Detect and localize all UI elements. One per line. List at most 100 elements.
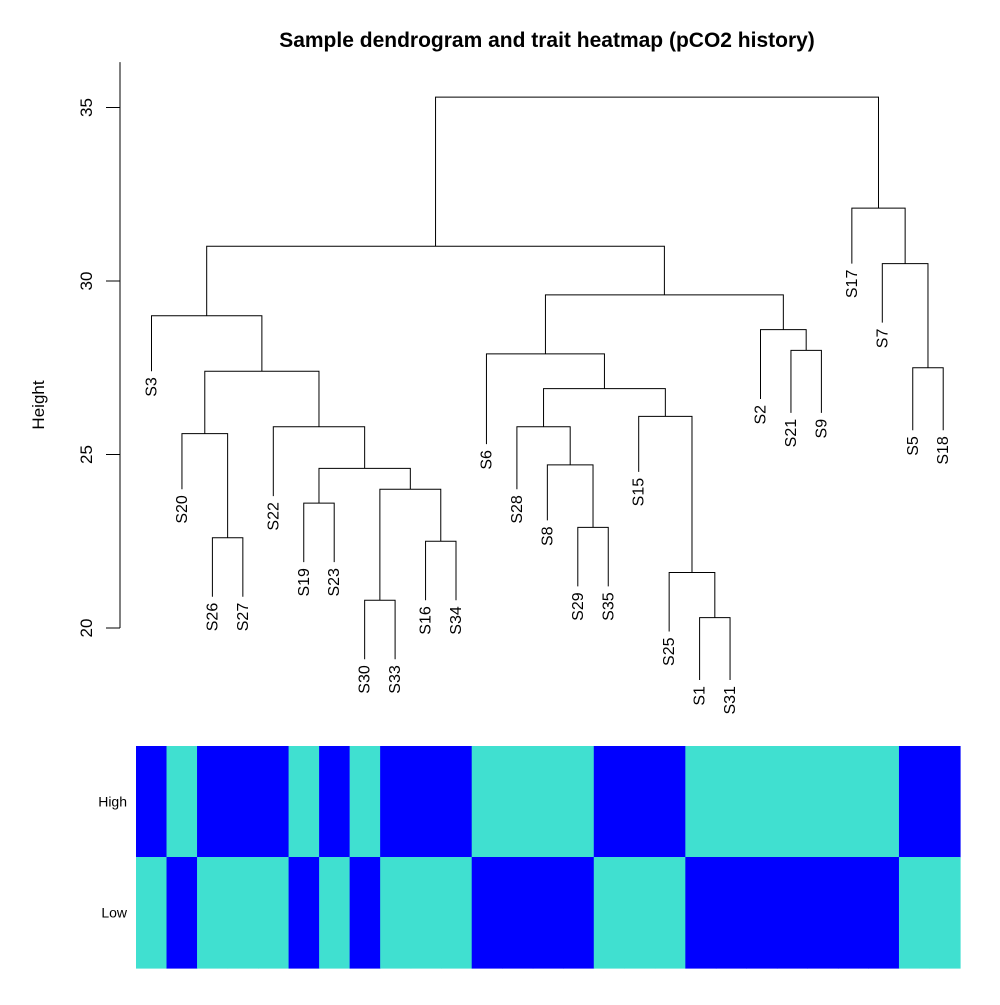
leaf-label-S28: S28 [509,495,526,524]
leaf-label-S9: S9 [813,419,830,439]
leaf-label-S33: S33 [387,665,404,694]
heatmap-cell-high-S1 [685,746,717,858]
leaf-label-S16: S16 [418,606,435,635]
heatmap-cell-high-S30 [349,746,381,858]
leaf-label-S22: S22 [265,502,282,531]
leaf-label-S19: S19 [296,568,313,597]
heatmap-cell-high-S9 [807,746,839,858]
leaf-label-S30: S30 [357,665,374,694]
y-tick-label: 35 [77,98,96,117]
leaf-label-S35: S35 [600,592,617,621]
leaf-label-S31: S31 [722,686,739,715]
heatmap-cell-low-S20 [166,857,198,969]
leaf-label-S34: S34 [448,606,465,635]
dendrogram-branch-5 [425,540,457,601]
heatmap-cell-low-S30 [349,857,381,969]
dendrogram-branch-17 [543,388,666,427]
dendrogram-branch-13 [516,426,571,490]
leaf-label-S18: S18 [935,436,952,465]
heatmap-cell-low-S18 [929,857,961,969]
heatmap-cell-low-S23 [319,857,351,969]
heatmap-cell-high-S23 [319,746,351,858]
leaf-label-S26: S26 [204,603,221,632]
heatmap-cell-high-S18 [929,746,961,858]
leaf-label-S5: S5 [905,436,922,456]
y-tick-label: 25 [77,445,96,464]
dendrogram [151,96,944,681]
heatmap-cell-high-S26 [197,746,229,858]
heatmap-cell-low-S17 [837,857,870,969]
dendrogram-branch-18 [485,353,605,445]
y-tick-label: 30 [77,272,96,291]
heatmap-cell-low-S8 [532,857,564,969]
leaf-label-S15: S15 [631,478,648,507]
dendrogram-branch-12 [546,464,594,528]
leaf-label-S8: S8 [539,526,556,546]
heatmap-cell-high-S29 [563,746,595,858]
dendrogram-branch-1 [211,537,244,597]
leaf-label-S17: S17 [844,270,861,299]
dendrogram-branch-7 [318,467,411,504]
y-axis-label: Height [29,380,48,429]
heatmap-cell-high-S33 [380,746,412,858]
dendrogram-branch-22 [206,245,665,316]
dendrogram-branch-14 [699,617,731,681]
leaf-label-S20: S20 [174,495,191,524]
y-tick-label: 20 [77,619,96,638]
heatmap-cell-low-S26 [197,857,229,969]
heatmap-cell-low-S31 [715,857,747,969]
heatmap-cell-low-S25 [654,857,686,969]
dendrogram-branch-9 [204,370,320,434]
chart-title: Sample dendrogram and trait heatmap (pCO… [279,29,815,52]
dendrogram-branch-6 [379,488,442,601]
leaf-label-S29: S29 [570,592,587,621]
dendrogram-branch-3 [303,502,335,563]
heatmap-cell-low-S9 [807,857,839,969]
heatmap-cell-high-S35 [593,746,625,858]
heatmap-cell-low-S29 [563,857,595,969]
heatmap-cell-high-S25 [654,746,686,858]
heatmap-cell-high-S27 [227,746,259,858]
heatmap-cell-low-S1 [685,857,717,969]
leaf-label-S6: S6 [478,450,495,470]
heatmap-cell-low-S33 [380,857,412,969]
leaf-label-S1: S1 [692,686,709,706]
heatmap-cell-high-S15 [624,746,656,858]
heatmap-cell-high-S20 [166,746,198,858]
leaf-labels: S3 S20 S26 S27 S22 S19 S23 S30 S33 S16 S34 S6 S28 S8 S… [144,270,953,715]
heatmap-cell-low-S16 [410,857,442,969]
heatmap-cell-low-S5 [898,857,931,969]
leaf-label-S27: S27 [235,603,252,632]
heatmap-cell-high-S19 [288,746,320,858]
leaf-label-S7: S7 [874,329,891,349]
dendrogram-branch-24 [881,263,929,368]
heatmap-cell-high-S6 [471,746,503,858]
dendrogram-branch-15 [668,571,716,632]
heatmap-cell-low-S2 [746,857,778,969]
dendrogram-branch-19 [790,349,822,413]
heatmap-cell-low-S35 [593,857,625,969]
heatmap-cell-high-S34 [441,746,473,858]
dendrogram-branch-21 [544,294,784,354]
heatmap-cell-high-S2 [746,746,778,858]
leaf-label-S21: S21 [783,419,800,448]
heatmap-cell-low-S19 [288,857,320,969]
trait-heatmap: High Low [98,746,961,969]
heatmap-cell-low-S28 [502,857,534,969]
dendrogram-branch-4 [364,599,396,660]
heatmap-cell-high-S5 [898,746,931,858]
dendrogram-branch-23 [912,367,944,431]
heatmap-cell-high-S31 [715,746,747,858]
heatmap-cell-high-S8 [532,746,564,858]
heatmap-cell-high-S21 [776,746,809,858]
dendrogram-branch-25 [851,207,906,264]
heatmap-cell-low-S7 [868,857,900,969]
heatmap-cell-high-S3 [136,746,168,858]
heatmap-cell-high-S22 [258,746,290,858]
dendrogram-branch-20 [760,329,807,399]
dendrogram-branch-11 [577,526,609,587]
heatmap-cell-low-S27 [227,857,259,969]
heatmap-cell-low-S3 [136,857,168,969]
